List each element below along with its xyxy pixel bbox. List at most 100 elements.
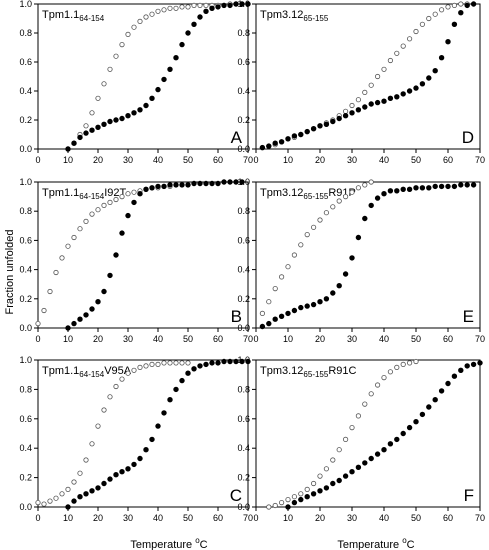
data-point: [209, 5, 215, 11]
data-point: [221, 2, 227, 9]
data-point: [113, 196, 119, 203]
data-point: [185, 370, 191, 376]
data-point: [137, 190, 143, 197]
data-point: [266, 320, 272, 327]
x-tick-label: 40: [379, 334, 389, 344]
data-point: [197, 2, 203, 9]
data-point: [349, 110, 355, 116]
data-point: [185, 360, 191, 366]
data-point: [285, 136, 291, 142]
data-point: [161, 7, 167, 13]
data-point: [406, 424, 413, 431]
x-tick-label: 70: [243, 513, 253, 523]
data-point: [298, 496, 304, 503]
data-point: [71, 320, 77, 327]
y-tick-label: 0.4: [19, 265, 32, 275]
data-point: [65, 325, 71, 331]
data-point: [215, 4, 221, 10]
data-point: [336, 115, 342, 122]
data-point: [107, 118, 113, 125]
data-point: [95, 485, 101, 491]
data-point: [272, 316, 278, 322]
x-tick-label: 0: [35, 155, 40, 165]
data-point: [413, 358, 419, 365]
y-tick-label: 1.0: [19, 355, 32, 365]
data-point: [221, 179, 227, 185]
data-point: [304, 486, 310, 492]
y-tick-label: 0.2: [237, 294, 250, 304]
data-point: [464, 182, 470, 188]
data-point: [451, 373, 458, 379]
data-point: [107, 394, 113, 400]
x-axis-label-left: Temperature oC: [130, 536, 207, 550]
data-point: [71, 234, 77, 241]
data-point: [291, 252, 297, 258]
data-point: [419, 411, 426, 418]
data-point: [342, 473, 349, 479]
data-point: [374, 382, 381, 388]
data-point: [317, 217, 323, 223]
data-point: [349, 102, 355, 109]
data-point: [381, 66, 387, 72]
data-point: [83, 218, 89, 224]
data-point: [95, 299, 101, 305]
data-point: [381, 98, 387, 104]
data-point: [89, 306, 95, 312]
data-point: [317, 123, 323, 129]
data-point: [77, 316, 83, 322]
data-point: [137, 18, 143, 24]
data-point: [387, 188, 394, 194]
data-point: [298, 131, 304, 138]
data-point: [451, 2, 457, 9]
data-point: [119, 469, 125, 475]
x-tick-label: 70: [243, 155, 253, 165]
x-tick-label: 60: [443, 155, 453, 165]
data-point: [101, 121, 107, 127]
data-point: [298, 304, 304, 311]
data-point: [125, 466, 131, 472]
data-point: [304, 232, 310, 238]
data-point: [394, 94, 400, 100]
x-tick-label: 30: [347, 155, 357, 165]
data-point: [227, 179, 233, 185]
data-point: [101, 288, 107, 295]
data-point: [406, 186, 413, 192]
panel-f-frame: [255, 359, 481, 508]
panel-a-series-filled: [65, 1, 251, 152]
y-tick-label: 1.0: [237, 0, 250, 9]
data-point: [445, 183, 451, 190]
data-point: [394, 364, 400, 370]
x-tick-label: 60: [443, 334, 453, 344]
data-point: [71, 140, 77, 146]
x-tick-label: 10: [283, 334, 293, 344]
data-point: [400, 361, 406, 367]
data-point: [342, 108, 349, 114]
data-point: [298, 491, 304, 497]
data-point: [41, 501, 47, 507]
data-point: [285, 310, 291, 317]
data-point: [83, 130, 89, 136]
data-point: [227, 358, 233, 365]
data-point: [438, 55, 445, 61]
data-point: [137, 107, 143, 113]
data-point: [438, 388, 445, 394]
x-tick-label: 40: [379, 155, 389, 165]
x-tick-label: 70: [475, 513, 485, 523]
data-point: [470, 1, 477, 7]
data-point: [387, 441, 394, 447]
data-point: [101, 480, 107, 487]
data-point: [272, 285, 278, 292]
data-point: [310, 491, 317, 497]
data-point: [191, 21, 197, 27]
data-point: [342, 271, 349, 277]
data-point: [161, 410, 167, 416]
data-point: [438, 7, 445, 13]
data-point: [381, 447, 387, 453]
panel-c-title: Tpm1.164-154V95A: [42, 365, 132, 379]
data-point: [161, 360, 167, 366]
data-point: [317, 473, 323, 479]
data-point: [285, 264, 291, 270]
data-point: [419, 81, 426, 87]
data-point: [374, 195, 381, 201]
